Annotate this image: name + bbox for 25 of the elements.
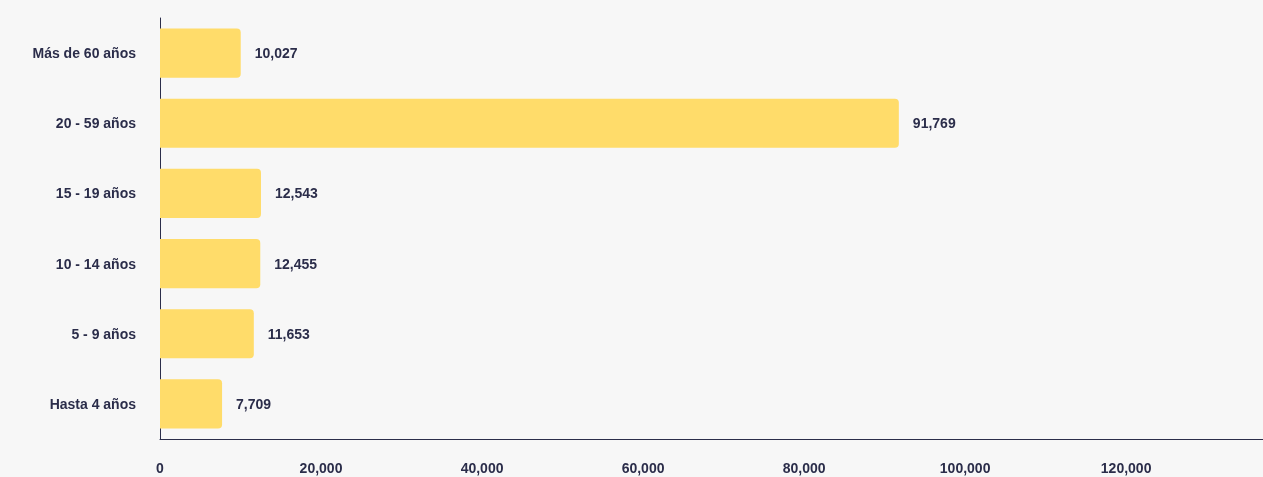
bar bbox=[160, 379, 223, 429]
bar bbox=[160, 309, 254, 359]
data-label: 11,653 bbox=[267, 325, 311, 342]
bar bbox=[160, 98, 899, 148]
data-label: 91,769 bbox=[912, 115, 956, 132]
x-tick-label: 0 bbox=[156, 460, 165, 476]
y-tick-label: 10 - 14 años bbox=[55, 255, 137, 272]
x-tick-label: 40,000 bbox=[460, 460, 504, 476]
x-tick-label: 120,000 bbox=[1100, 460, 1152, 476]
x-tick-label: 80,000 bbox=[782, 460, 826, 476]
x-tick-label: 100,000 bbox=[939, 460, 991, 476]
data-label: 12,455 bbox=[274, 255, 318, 272]
bar bbox=[160, 28, 241, 78]
y-tick-label: Más de 60 años bbox=[32, 45, 137, 62]
y-tick-label: 5 - 9 años bbox=[71, 325, 137, 342]
bar bbox=[160, 168, 261, 218]
y-tick-label: Hasta 4 años bbox=[49, 395, 137, 412]
x-tick-label: 60,000 bbox=[621, 460, 665, 476]
bar bbox=[160, 239, 261, 289]
x-tick-label: 20,000 bbox=[299, 460, 343, 476]
data-label: 12,543 bbox=[274, 185, 319, 202]
y-tick-label: 20 - 59 años bbox=[55, 115, 137, 132]
data-label: 7,709 bbox=[236, 395, 272, 412]
y-tick-label: 15 - 19 años bbox=[55, 185, 137, 202]
data-label: 10,027 bbox=[254, 45, 298, 62]
